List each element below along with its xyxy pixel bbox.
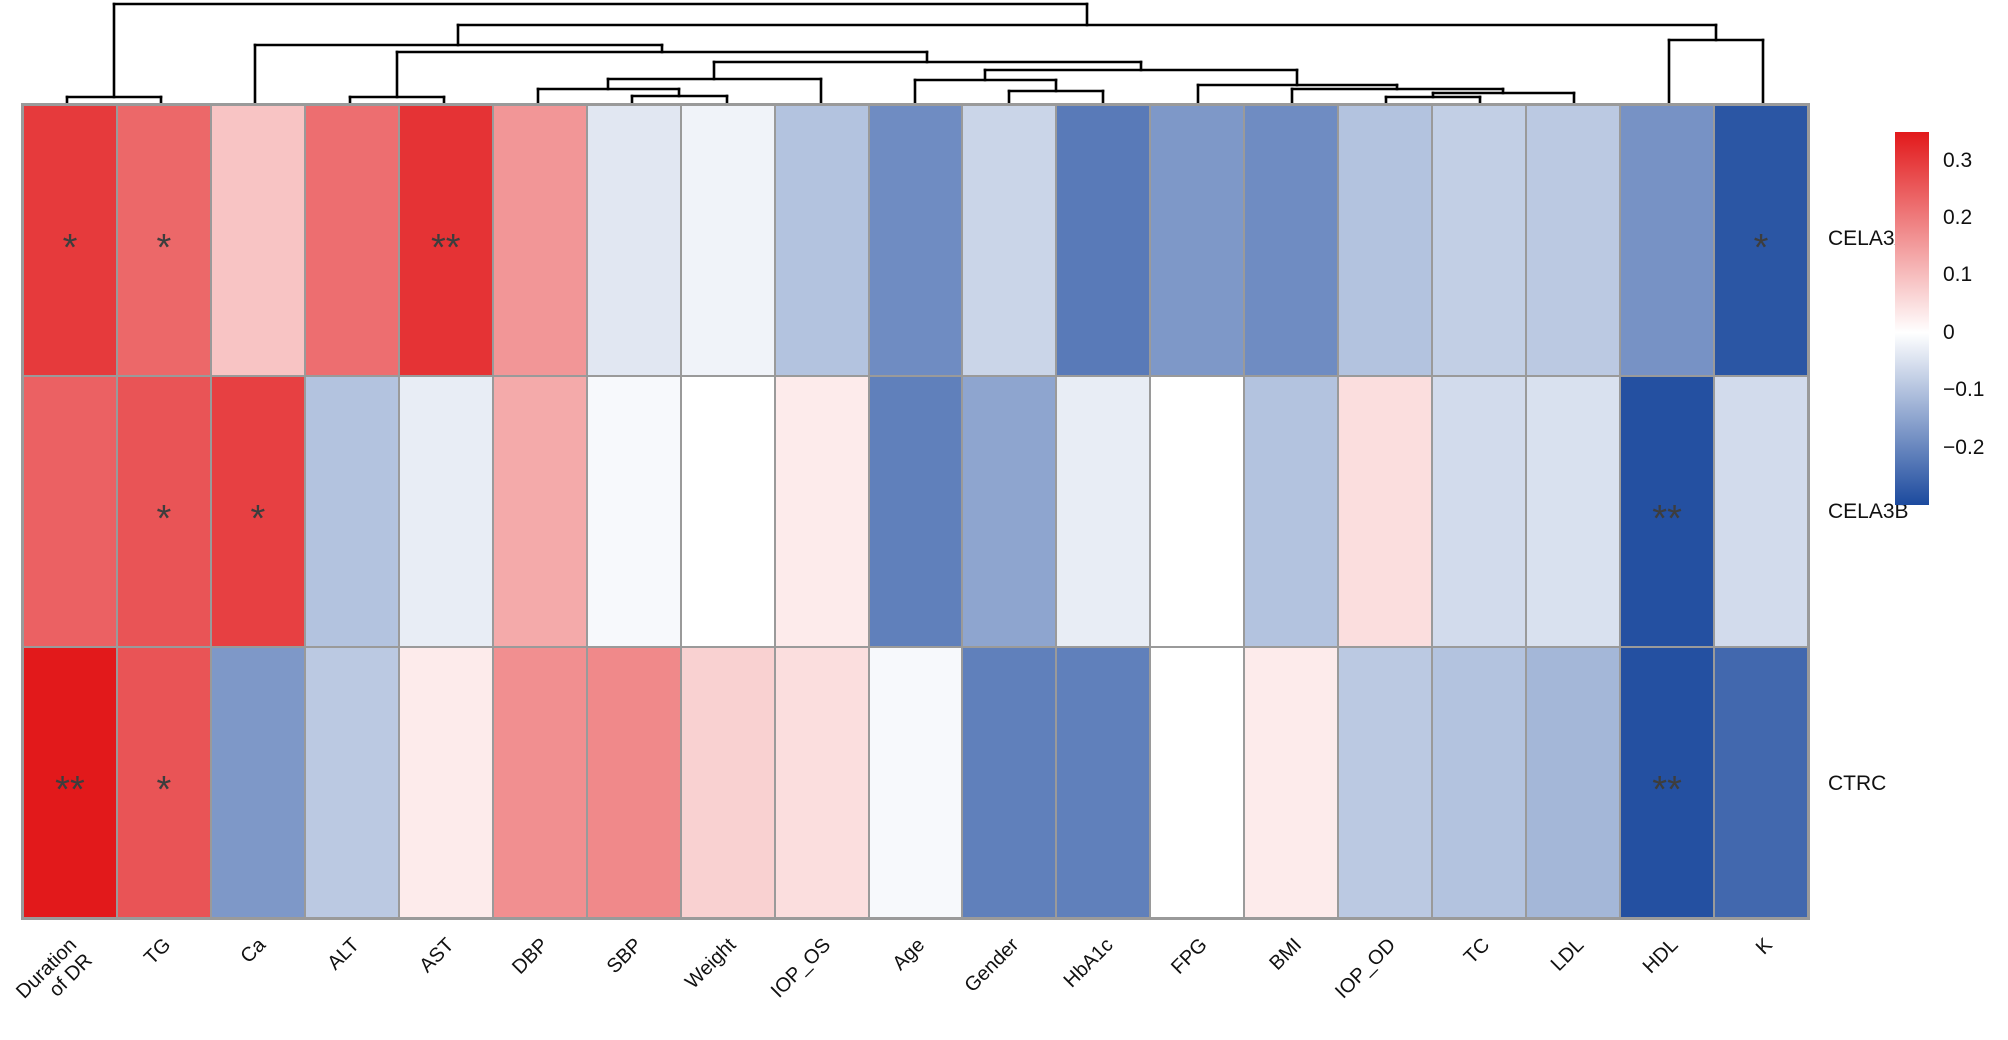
heatmap-cell (305, 377, 398, 646)
color-legend-tick-label: 0.3 (1943, 148, 1973, 172)
heatmap-cell (1715, 377, 1807, 646)
color-legend-tick-label: −0.2 (1943, 435, 1985, 459)
heatmap-cell (1057, 648, 1150, 917)
heatmap-cell (1339, 106, 1432, 375)
significance-marker: * (250, 497, 266, 540)
heatmap-cell (587, 106, 680, 375)
significance-marker: ** (1652, 768, 1682, 811)
significance-marker: * (156, 768, 172, 811)
heatmap-cell (775, 106, 868, 375)
heatmap-cell (1151, 648, 1244, 917)
color-legend-tick-label: −0.1 (1943, 378, 1985, 402)
heatmap-cell (399, 648, 492, 917)
significance-marker: * (62, 226, 78, 269)
heatmap-cell (775, 648, 868, 917)
heatmap-cell (1245, 377, 1338, 646)
heatmap-cell (869, 377, 962, 646)
heatmap-cell (1527, 106, 1620, 375)
significance-marker: ** (55, 768, 85, 811)
heatmap-cell (1621, 106, 1714, 375)
heatmap-cell (963, 648, 1056, 917)
heatmap-cell (1339, 377, 1432, 646)
color-legend-gradient-bar (1895, 132, 1929, 505)
heatmap-cell: ** (1621, 648, 1714, 917)
heatmap-cell (211, 648, 304, 917)
heatmap-cell (1245, 648, 1338, 917)
heatmap-cell (1433, 377, 1526, 646)
heatmap-cell (963, 106, 1056, 375)
significance-marker: * (1753, 226, 1769, 269)
heatmap-cell: * (117, 106, 210, 375)
heatmap-cell: * (117, 648, 210, 917)
color-legend-tick-label: 0.1 (1943, 263, 1973, 287)
heatmap-cell: * (24, 106, 116, 375)
heatmap-cell (305, 106, 398, 375)
heatmap-cell (1245, 106, 1338, 375)
heatmap-cell (1339, 648, 1432, 917)
significance-marker: * (156, 497, 172, 540)
heatmap-cell (1527, 377, 1620, 646)
heatmap-cell: * (117, 377, 210, 646)
heatmap-cell (1433, 648, 1526, 917)
heatmap-cell: ** (399, 106, 492, 375)
heatmap-cell (1433, 106, 1526, 375)
row-label: CTRC (1828, 771, 1887, 795)
heatmap-cell (681, 377, 774, 646)
color-legend-tick-label: 0 (1943, 320, 1955, 344)
heatmap-cell (305, 648, 398, 917)
heatmap-cell (1151, 106, 1244, 375)
heatmap-cell (493, 377, 586, 646)
heatmap-cell (681, 106, 774, 375)
heatmap-cell (493, 648, 586, 917)
heatmap-cell: * (211, 377, 304, 646)
heatmap-cell (587, 648, 680, 917)
heatmap-cell (399, 377, 492, 646)
significance-marker: ** (1652, 497, 1682, 540)
heatmap-cell (681, 648, 774, 917)
heatmap-cell (869, 106, 962, 375)
heatmap-cell: ** (24, 648, 116, 917)
significance-marker: * (156, 226, 172, 269)
heatmap-cell (587, 377, 680, 646)
heatmap-cell (775, 377, 868, 646)
color-legend-tick-label: 0.2 (1943, 206, 1973, 230)
heatmap-cell (211, 106, 304, 375)
heatmap-cell (1057, 377, 1150, 646)
heatmap-cell (1527, 648, 1620, 917)
heatmap-cell (493, 106, 586, 375)
heatmap-cell: * (1715, 106, 1807, 375)
row-label: CELA3B (1828, 499, 1909, 523)
heatmap-cell (1151, 377, 1244, 646)
heatmap-cell (963, 377, 1056, 646)
heatmap-cell (24, 377, 116, 646)
heatmap-cell (1057, 106, 1150, 375)
heatmap-grid: * * ** * * * ** ** * ** (21, 103, 1810, 920)
heatmap-cell: ** (1621, 377, 1714, 646)
heatmap-cell (1715, 648, 1807, 917)
row-label: CELA3A (1828, 227, 1909, 251)
heatmap-cell (869, 648, 962, 917)
significance-marker: ** (430, 226, 461, 269)
